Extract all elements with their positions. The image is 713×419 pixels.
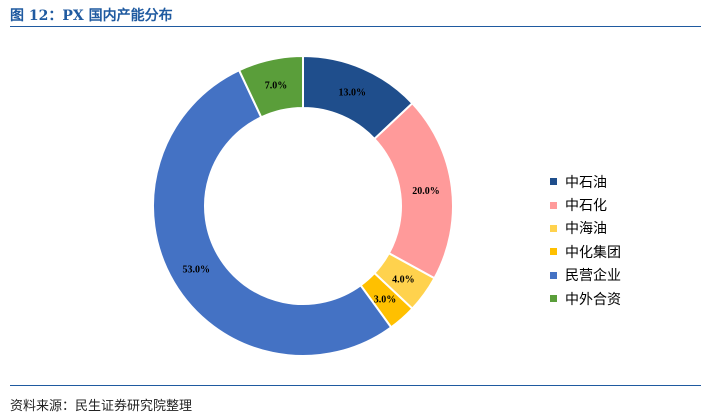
- legend-label: 民营企业: [565, 268, 621, 285]
- footer-divider: [10, 385, 701, 386]
- legend-item-2: 中石化: [550, 193, 621, 216]
- legend-swatch: [550, 248, 557, 256]
- data-label-6: 7.0%: [265, 80, 288, 91]
- legend-item-4: 中化集团: [550, 240, 621, 263]
- chart-legend: 中石油中石化中海油中化集团民营企业中外合资: [550, 170, 621, 310]
- data-label-1: 13.0%: [338, 88, 366, 99]
- data-label-4: 3.0%: [374, 295, 397, 306]
- legend-swatch: [550, 295, 557, 303]
- data-label-5: 53.0%: [183, 265, 211, 276]
- legend-swatch: [550, 201, 557, 209]
- data-label-2: 20.0%: [412, 186, 440, 197]
- title-divider: [10, 26, 701, 27]
- legend-label: 中化集团: [565, 244, 621, 261]
- legend-swatch: [550, 271, 557, 279]
- legend-label: 中海油: [565, 221, 607, 238]
- figure-title: 图 12：PX 国内产能分布: [10, 8, 173, 24]
- legend-label: 中石油: [565, 174, 607, 191]
- legend-item-3: 中海油: [550, 217, 621, 240]
- data-label-3: 4.0%: [392, 274, 415, 285]
- legend-swatch: [550, 178, 557, 186]
- source-note: 资料来源：民生证券研究院整理: [10, 399, 193, 414]
- legend-item-5: 民营企业: [550, 264, 621, 287]
- legend-label: 中石化: [565, 198, 607, 215]
- legend-item-1: 中石油: [550, 170, 621, 193]
- legend-item-6: 中外合资: [550, 287, 621, 310]
- slice-6: [237, 54, 304, 119]
- legend-swatch: [550, 224, 557, 232]
- slice-5: [152, 68, 393, 357]
- legend-label: 中外合资: [565, 291, 621, 308]
